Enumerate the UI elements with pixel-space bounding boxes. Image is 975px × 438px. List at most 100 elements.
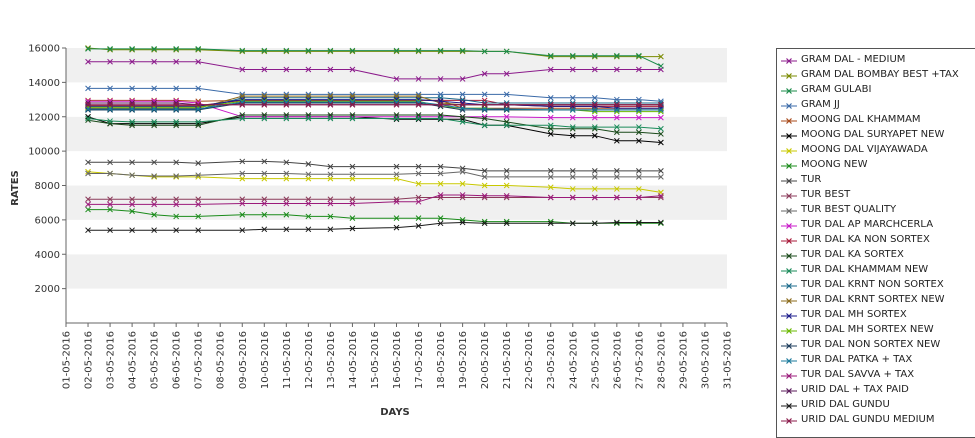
- legend-label: MOONG NEW: [801, 159, 868, 170]
- data-point: [415, 76, 422, 82]
- data-point: [327, 175, 334, 182]
- data-point: [85, 107, 91, 113]
- data-point: [503, 220, 510, 227]
- legend-item: TUR DAL KRNT SORTEX NEW: [777, 293, 975, 308]
- data-point: [239, 196, 246, 203]
- data-point: [393, 47, 400, 54]
- data-point: [305, 213, 312, 220]
- data-point: [327, 99, 334, 105]
- legend-label: TUR DAL KRNT SORTEX NEW: [801, 294, 945, 305]
- data-point: [591, 101, 598, 108]
- data-point: [107, 206, 113, 213]
- data-point: [481, 192, 488, 199]
- data-point: [393, 101, 400, 108]
- data-point: [107, 97, 113, 104]
- data-point: [151, 101, 157, 108]
- data-point: [481, 220, 488, 227]
- data-point: [415, 47, 422, 54]
- data-point: [173, 101, 180, 108]
- data-point: [393, 175, 400, 182]
- series-urid-dal-gundu: [85, 219, 664, 234]
- legend-swatch-icon: [781, 253, 797, 259]
- legend-label: URID DAL + TAX PAID: [801, 384, 909, 395]
- data-point: [613, 129, 620, 136]
- data-point: [261, 170, 268, 177]
- data-point: [569, 174, 576, 180]
- data-point: [305, 99, 312, 105]
- grid-bands: [66, 48, 727, 323]
- data-point: [437, 192, 444, 198]
- data-point: [261, 47, 268, 54]
- data-point: [547, 52, 554, 59]
- legend-item: URID DAL GUNDU MEDIUM: [777, 413, 975, 428]
- data-point: [636, 124, 642, 130]
- series-line: [88, 160, 661, 172]
- data-point: [195, 119, 202, 125]
- data-point: [636, 220, 642, 227]
- legend-item: MOONG DAL KHAMMAM: [777, 113, 975, 128]
- grid-band: [66, 151, 727, 186]
- data-point: [658, 101, 664, 108]
- data-point: [283, 211, 290, 218]
- data-point: [437, 220, 444, 227]
- data-point: [239, 200, 246, 207]
- data-point: [173, 85, 180, 92]
- data-point: [591, 66, 598, 73]
- legend-label: TUR DAL MH SORTEX: [801, 309, 907, 320]
- data-point: [261, 200, 268, 207]
- data-point: [85, 97, 91, 104]
- legend-label: URID DAL GUNDU MEDIUM: [801, 414, 935, 425]
- data-point: [261, 158, 268, 165]
- data-point: [569, 168, 576, 174]
- x-tick-label: 08-05-2016: [216, 331, 227, 389]
- x-tick-label: 21-05-2016: [502, 331, 513, 389]
- legend-item: TUR DAL PATKA + TAX: [777, 353, 975, 368]
- data-point: [85, 101, 91, 108]
- legend-label: TUR DAL AP MARCHCERLA: [801, 219, 934, 230]
- data-point: [305, 226, 312, 233]
- legend-label: TUR DAL NON SORTEX NEW: [801, 339, 941, 350]
- data-point: [393, 99, 400, 105]
- data-point: [636, 174, 642, 180]
- data-point: [129, 172, 135, 179]
- grid-band: [66, 254, 727, 289]
- data-point: [283, 226, 290, 233]
- series-tur-dal-savva-tax: [85, 192, 664, 208]
- data-point: [239, 227, 246, 234]
- data-point: [658, 131, 664, 137]
- data-point: [613, 101, 620, 108]
- data-point: [151, 227, 157, 234]
- data-point: [195, 172, 202, 179]
- data-point: [481, 97, 488, 104]
- series-line: [87, 47, 661, 58]
- data-point: [481, 101, 488, 108]
- data-point: [239, 99, 246, 105]
- data-point: [636, 107, 642, 113]
- data-point: [349, 215, 356, 222]
- legend-label: GRAM JJ: [801, 99, 840, 110]
- data-point: [393, 163, 400, 170]
- data-point: [129, 159, 135, 166]
- data-point: [437, 76, 444, 82]
- data-point: [481, 115, 488, 122]
- data-point: [636, 186, 642, 192]
- data-point: [305, 101, 312, 108]
- data-point: [393, 116, 400, 123]
- legend-item: MOONG NEW: [777, 158, 975, 173]
- data-point: [393, 171, 400, 178]
- data-point: [636, 114, 642, 121]
- data-point: [481, 48, 488, 55]
- data-point: [129, 196, 135, 203]
- legend-item: TUR DAL SAVVA + TAX: [777, 368, 975, 383]
- x-tick-label: 26-05-2016: [612, 331, 623, 389]
- x-tick-label: 10-05-2016: [260, 331, 271, 389]
- data-point: [107, 118, 113, 124]
- data-point: [173, 106, 180, 112]
- data-point: [636, 66, 642, 73]
- data-point: [283, 196, 290, 203]
- data-point: [591, 132, 598, 139]
- data-point: [613, 52, 620, 59]
- data-point: [283, 115, 290, 122]
- data-point: [283, 170, 290, 177]
- data-point: [613, 194, 620, 201]
